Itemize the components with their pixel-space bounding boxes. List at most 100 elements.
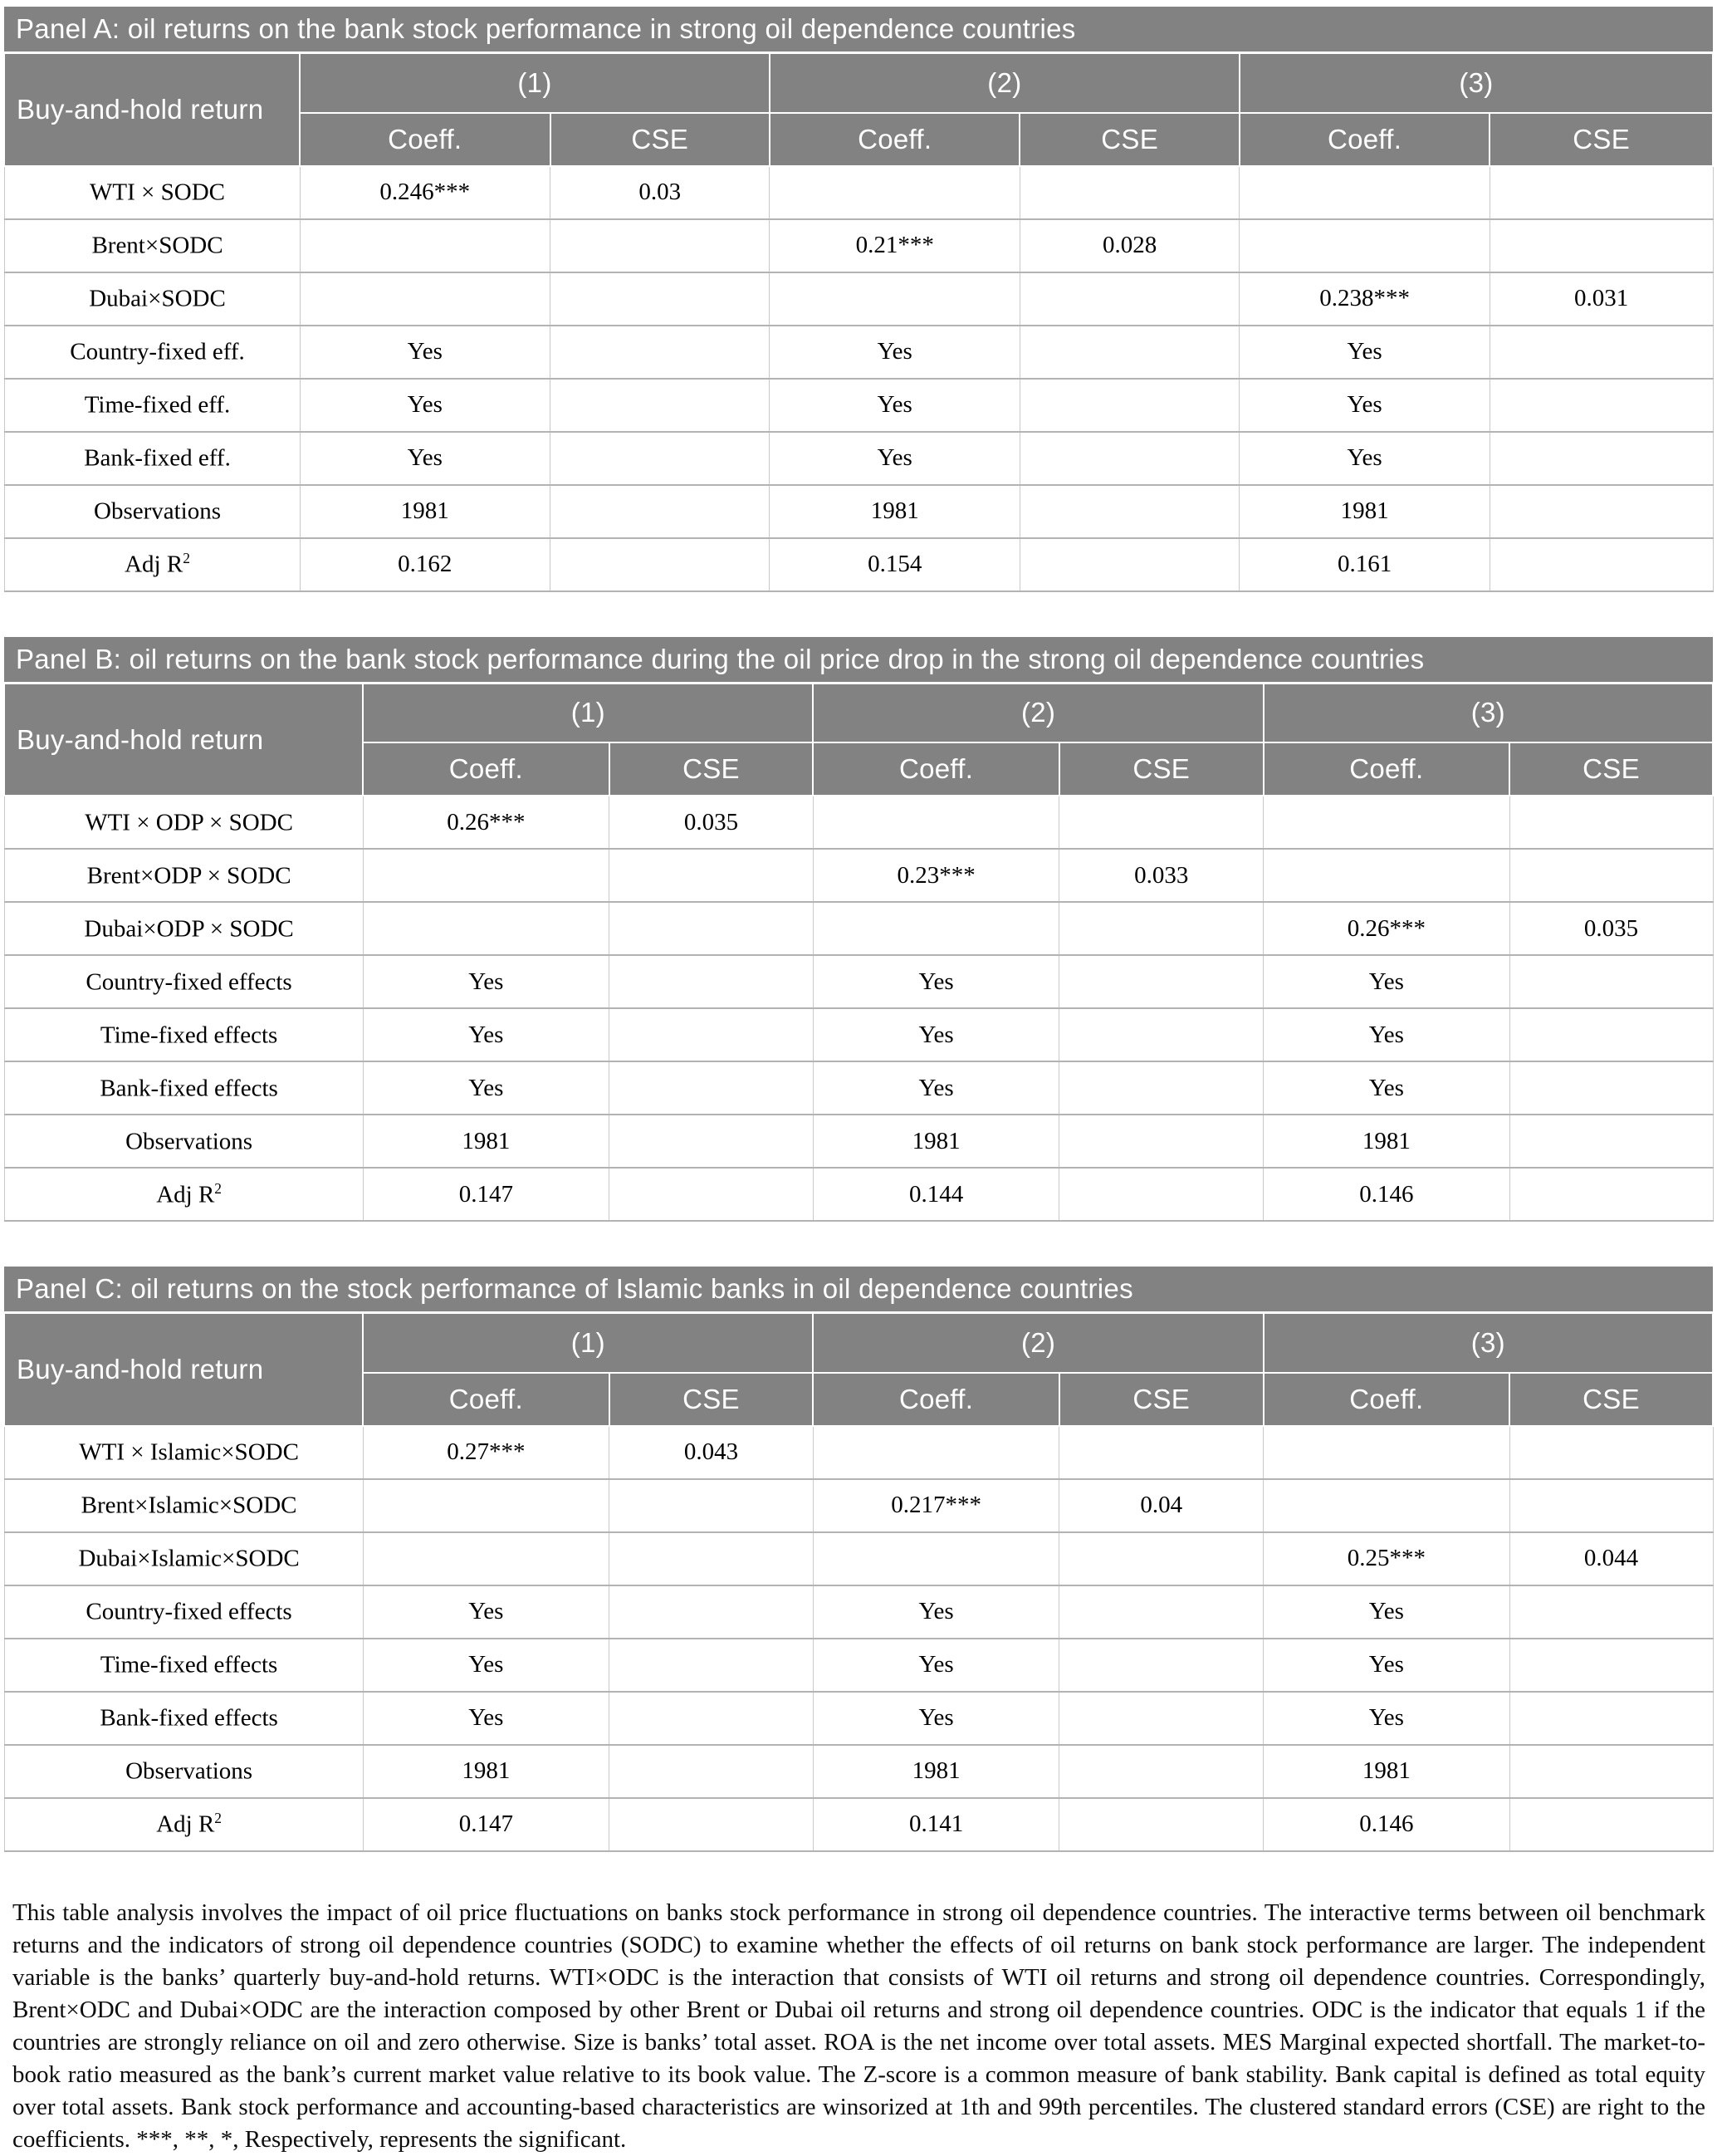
row-label: Time-fixed effects	[3, 1637, 364, 1692]
value-cell	[609, 1637, 814, 1692]
table-row: Adj R2 0.162 0.154 0.161	[3, 537, 1714, 592]
value-cell	[1489, 164, 1714, 219]
value-cell: 0.147	[362, 1796, 610, 1852]
value-cell	[1059, 1531, 1265, 1585]
value-cell: 0.147	[362, 1167, 610, 1222]
table-row: WTI × ODP × SODC 0.26*** 0.035	[3, 795, 1714, 850]
value-cell	[299, 218, 551, 272]
value-cell: 1981	[1263, 1743, 1510, 1798]
column-header-coeff: Coeff.	[768, 111, 1021, 167]
group-header-3: (3)	[1262, 1311, 1715, 1374]
row-label: Country-fixed effects	[3, 954, 364, 1009]
value-cell	[1509, 1637, 1714, 1692]
value-cell	[1239, 164, 1490, 219]
value-cell	[1059, 1007, 1265, 1062]
table-row: Time-fixed effects Yes Yes Yes	[3, 1637, 1714, 1692]
value-cell: Yes	[769, 377, 1020, 432]
value-cell: Yes	[362, 1637, 610, 1692]
value-cell: 0.043	[609, 1424, 814, 1479]
value-cell	[1019, 430, 1240, 485]
column-header-cse: CSE	[1019, 111, 1240, 167]
group-header-1: (1)	[362, 1311, 814, 1374]
column-header-cse: CSE	[1489, 111, 1714, 167]
value-cell	[609, 848, 814, 903]
value-cell: Yes	[299, 430, 551, 485]
value-cell	[550, 430, 770, 485]
value-cell: 1981	[769, 483, 1020, 538]
column-header-cse: CSE	[1509, 742, 1714, 796]
column-header-coeff: Coeff.	[362, 742, 610, 796]
value-cell	[1059, 1690, 1265, 1745]
value-cell	[609, 901, 814, 956]
value-cell	[362, 901, 610, 956]
table-row: Dubai×Islamic×SODC 0.25*** 0.044	[3, 1531, 1714, 1585]
column-header-cse: CSE	[1058, 742, 1265, 796]
value-cell: 0.246***	[299, 164, 551, 219]
value-cell	[609, 1531, 814, 1585]
value-cell: 0.162	[299, 537, 551, 592]
value-cell: 0.035	[609, 795, 814, 850]
value-cell	[1059, 954, 1265, 1009]
value-cell: Yes	[1239, 430, 1490, 485]
value-cell: Yes	[812, 1584, 1060, 1639]
value-cell: 1981	[299, 483, 551, 538]
row-label: Bank-fixed effects	[3, 1061, 364, 1115]
row-label: WTI × Islamic×SODC	[3, 1424, 364, 1479]
group-header-2: (2)	[768, 51, 1240, 114]
value-cell: 0.03	[550, 164, 770, 219]
value-cell: 0.028	[1019, 218, 1240, 272]
value-cell: 0.161	[1239, 537, 1490, 592]
value-cell: 1981	[362, 1114, 610, 1169]
group-header-3: (3)	[1238, 51, 1715, 114]
value-cell	[1509, 1477, 1714, 1532]
value-cell	[550, 218, 770, 272]
value-cell	[609, 1114, 814, 1169]
table-row: Observations 1981 1981 1981	[3, 483, 1714, 538]
panel-a-table: Panel A: oil returns on the bank stock p…	[2, 7, 1715, 592]
sub-header-row: Coeff. CSE Coeff. CSE Coeff. CSE	[4, 111, 1714, 167]
value-cell	[1509, 1114, 1714, 1169]
value-cell	[1059, 1796, 1265, 1852]
value-cell	[609, 1690, 814, 1745]
column-header-cse: CSE	[1058, 1371, 1265, 1427]
row-label: Observations	[3, 1743, 364, 1798]
value-cell	[1059, 1424, 1265, 1479]
group-header-row: Buy-and-hold return (1) (2) (3)	[2, 682, 1715, 796]
value-cell	[550, 324, 770, 379]
panel-title-row: Panel A: oil returns on the bank stock p…	[4, 7, 1713, 54]
value-cell: 0.144	[812, 1167, 1060, 1222]
value-cell: 0.033	[1059, 848, 1265, 903]
column-header-cse: CSE	[608, 742, 814, 796]
group-header-1: (1)	[299, 51, 770, 114]
group-header-1: (1)	[362, 682, 814, 743]
value-cell: Yes	[812, 1637, 1060, 1692]
value-cell: Yes	[1239, 324, 1490, 379]
column-header-coeff: Coeff.	[1262, 742, 1511, 796]
value-cell	[609, 1061, 814, 1115]
value-cell: 1981	[362, 1743, 610, 1798]
value-cell	[609, 1584, 814, 1639]
value-cell	[1509, 1007, 1714, 1062]
row-label: Dubai×SODC	[3, 271, 301, 326]
group-header-row: Buy-and-hold return (1) (2) (3)	[2, 1311, 1715, 1427]
panel-title-row: Panel B: oil returns on the bank stock p…	[4, 636, 1713, 684]
value-cell: 0.035	[1509, 901, 1714, 956]
value-cell: 1981	[1263, 1114, 1510, 1169]
value-cell	[1509, 1584, 1714, 1639]
value-cell: 0.27***	[362, 1424, 610, 1479]
value-cell: 0.146	[1263, 1167, 1510, 1222]
value-cell	[1059, 1584, 1265, 1639]
column-header-coeff: Coeff.	[812, 742, 1060, 796]
sub-header-row: Coeff. CSE Coeff. CSE Coeff. CSE	[4, 742, 1714, 796]
value-cell	[1263, 848, 1510, 903]
table-row: Observations 1981 1981 1981	[3, 1114, 1714, 1169]
table-footnote: This table analysis involves the impact …	[12, 1899, 1705, 2153]
value-cell: 1981	[812, 1114, 1060, 1169]
row-label: Brent×SODC	[3, 218, 301, 272]
row-label: Observations	[3, 1114, 364, 1169]
value-cell	[609, 1167, 814, 1222]
value-cell	[1489, 537, 1714, 592]
value-cell	[1059, 1114, 1265, 1169]
value-cell: 0.04	[1059, 1477, 1265, 1532]
value-cell: 0.141	[812, 1796, 1060, 1852]
